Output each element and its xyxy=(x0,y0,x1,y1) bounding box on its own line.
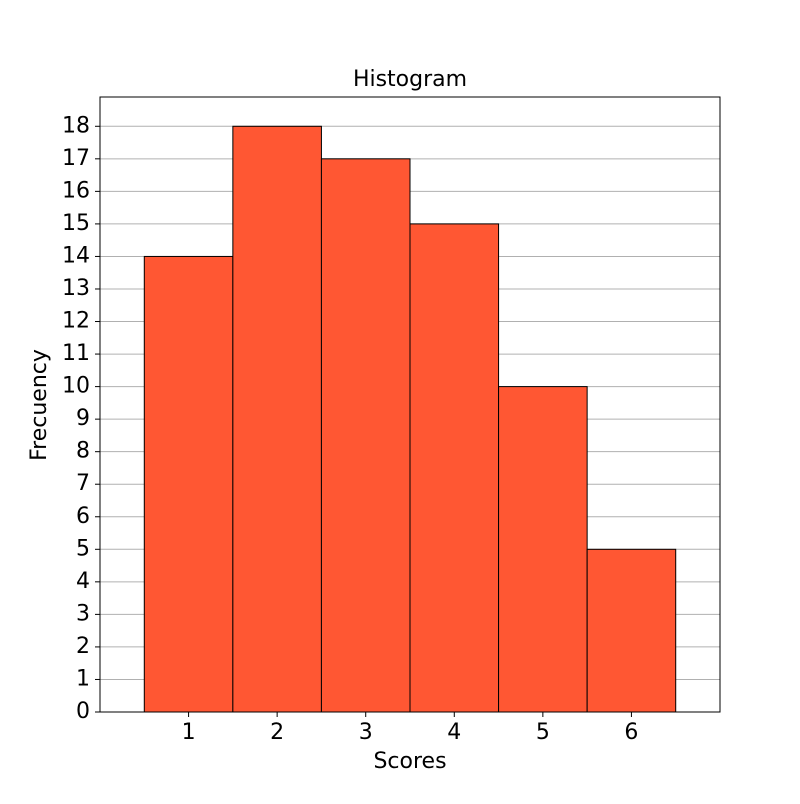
x-tick-label: 5 xyxy=(536,720,550,745)
bar xyxy=(409,223,500,713)
y-tick-label: 9 xyxy=(76,406,90,431)
chart-title: Histogram xyxy=(353,67,467,92)
plot-frame xyxy=(99,96,721,713)
y-tick-label: 15 xyxy=(62,211,90,236)
x-tick-label: 3 xyxy=(359,720,373,745)
bar xyxy=(232,125,322,713)
y-tick-label: 3 xyxy=(76,601,90,626)
y-tick-label: 10 xyxy=(62,374,90,399)
y-tick-label: 2 xyxy=(76,634,90,659)
y-tick-label: 18 xyxy=(62,113,90,138)
x-tick-label: 2 xyxy=(270,720,284,745)
y-tick-label: 11 xyxy=(62,341,90,366)
y-tick-label: 12 xyxy=(62,309,90,334)
bar xyxy=(320,158,411,713)
y-tick-label: 6 xyxy=(76,504,90,529)
y-tick-label: 4 xyxy=(76,569,90,594)
x-axis-label: Scores xyxy=(373,749,446,774)
y-tick-label: 14 xyxy=(62,243,90,268)
bar xyxy=(498,386,588,713)
y-tick-label: 13 xyxy=(62,276,90,301)
y-tick-label: 1 xyxy=(76,666,90,691)
bar xyxy=(586,548,677,713)
x-tick-label: 1 xyxy=(182,720,196,745)
y-tick-label: 16 xyxy=(62,178,90,203)
y-axis-label: Frecuency xyxy=(27,349,52,461)
y-tick-label: 7 xyxy=(76,471,90,496)
y-tick-label: 8 xyxy=(76,439,90,464)
bar xyxy=(143,255,234,713)
y-tick-label: 5 xyxy=(76,536,90,561)
y-tick-label: 17 xyxy=(62,146,90,171)
x-tick-label: 6 xyxy=(624,720,638,745)
y-tick-label: 0 xyxy=(76,699,90,724)
x-tick-label: 4 xyxy=(447,720,461,745)
